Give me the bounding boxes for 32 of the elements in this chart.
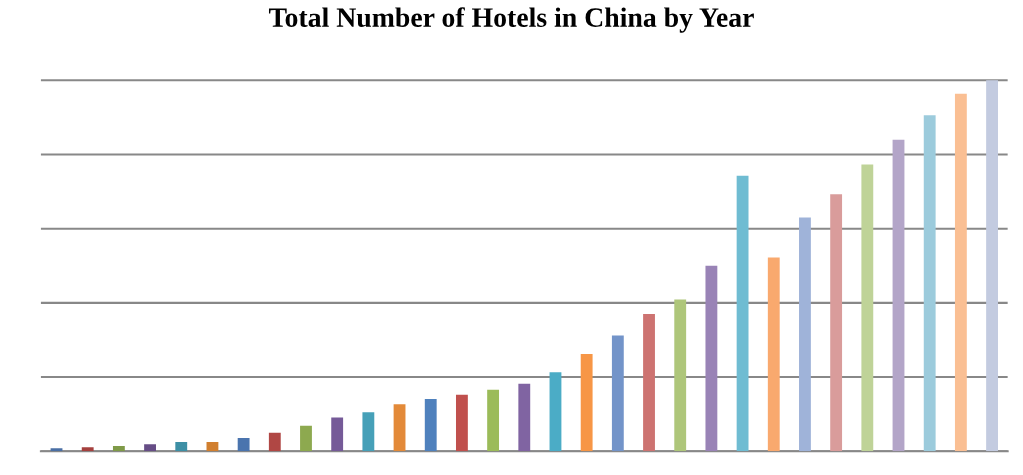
bar [580,354,593,452]
bar [736,175,749,452]
bar [331,417,344,452]
bar [455,394,468,452]
bar [393,404,406,452]
bar [175,441,188,452]
bar [144,444,156,452]
bar [362,412,375,452]
bar [767,257,780,452]
bar [674,299,687,452]
bar [300,425,312,452]
bar [611,335,624,452]
bar [986,80,998,452]
bar [487,389,500,452]
bar [861,164,874,452]
bar [830,194,843,452]
bar [643,314,655,452]
bar [892,139,905,452]
bar [50,448,63,452]
bar [705,265,718,452]
bar [237,437,250,452]
bar [923,115,936,452]
bar [268,432,281,452]
bar [954,93,967,452]
bar [424,398,437,452]
bar [112,446,125,452]
bar [518,383,531,452]
bar [206,441,219,452]
bar [549,372,562,452]
bar [81,447,94,452]
bar [799,217,811,452]
chart-title: Total Number of Hotels in China by Year [268,7,754,33]
